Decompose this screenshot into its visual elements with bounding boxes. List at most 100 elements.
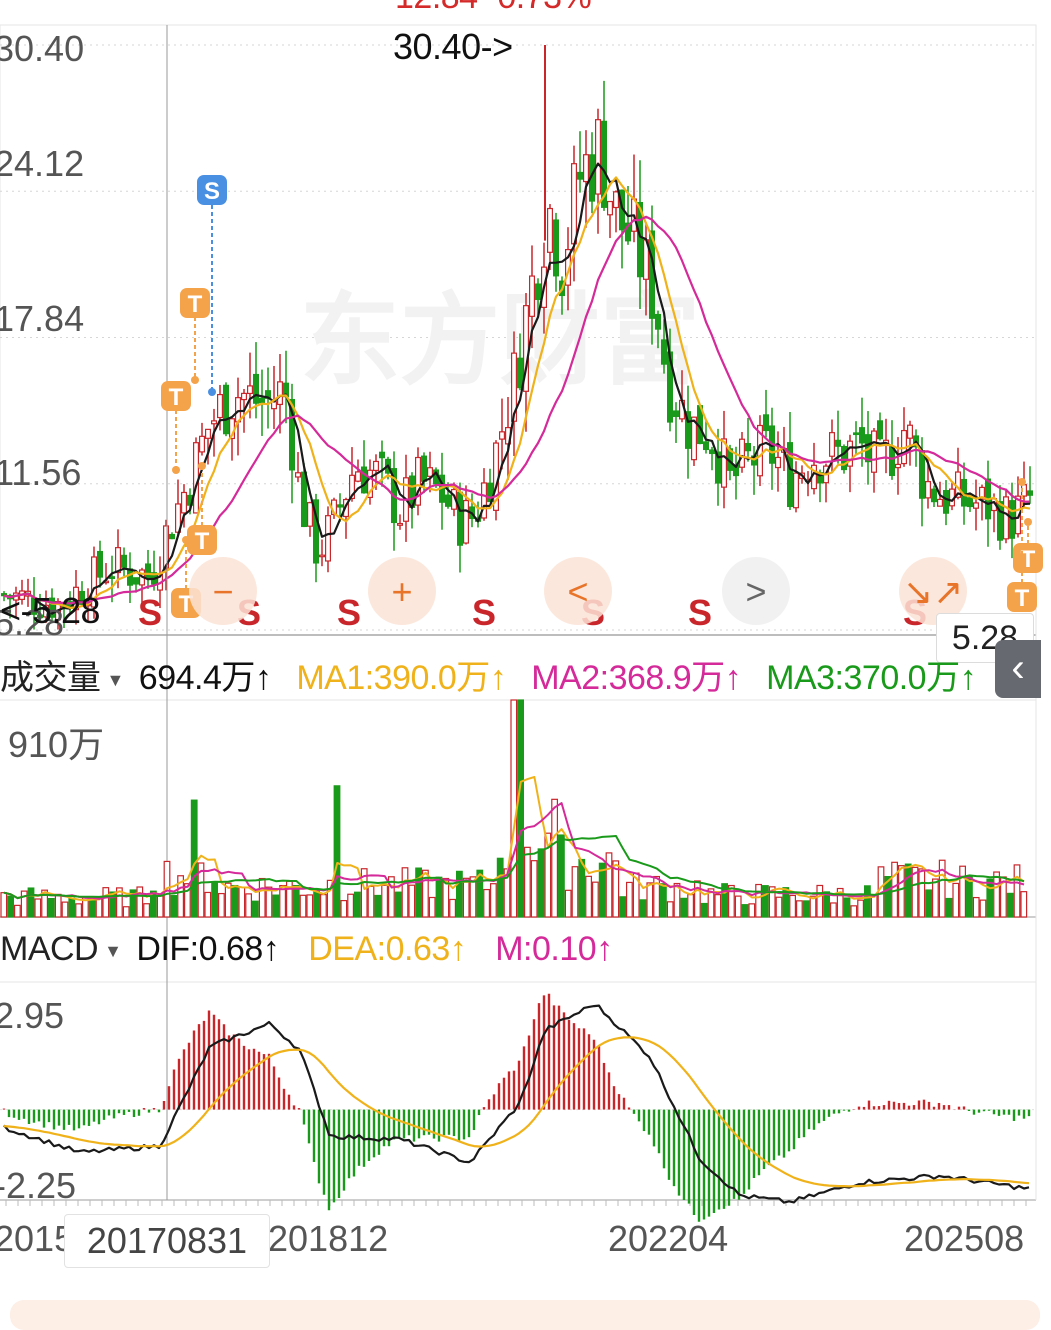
zoom-in-button[interactable]: + bbox=[368, 557, 436, 625]
scroll-left-button-bg bbox=[544, 557, 612, 625]
volume-bar-up bbox=[571, 866, 579, 918]
volume-bar-up bbox=[748, 903, 756, 918]
volume-bar-up bbox=[755, 883, 762, 918]
candle-down bbox=[918, 450, 925, 499]
volume-bar-down bbox=[211, 881, 219, 918]
volume-bar-up bbox=[795, 900, 803, 918]
candle-up bbox=[1002, 496, 1009, 540]
candle-down bbox=[684, 411, 691, 449]
volume-bar-up bbox=[218, 892, 225, 918]
candle-down bbox=[223, 384, 230, 435]
volume-bar-up bbox=[367, 885, 375, 918]
candle-down bbox=[516, 357, 523, 389]
volume-ma3: MA3:370.0万↑ bbox=[766, 659, 977, 697]
volume-ma1: MA1:390.0万↑ bbox=[296, 659, 507, 697]
macd-dif-line bbox=[3, 1004, 1030, 1204]
trade-signal-dot bbox=[198, 462, 206, 470]
trade-signal-badge: T bbox=[180, 288, 210, 318]
trade-signal-badge: T bbox=[1013, 543, 1043, 573]
candle-up bbox=[612, 191, 619, 209]
bottom-banner[interactable] bbox=[10, 1300, 1040, 1330]
candle-down bbox=[714, 451, 721, 484]
volume-bar-up bbox=[75, 903, 83, 918]
candle-up bbox=[181, 491, 188, 514]
candle-down bbox=[133, 577, 140, 585]
candle-up bbox=[936, 498, 943, 507]
candle-up bbox=[978, 486, 985, 500]
volume-bar-down bbox=[292, 884, 300, 918]
candle-up bbox=[846, 440, 853, 467]
candle-down bbox=[36, 614, 43, 619]
volume-bar-up bbox=[666, 901, 674, 918]
volume-bar-up bbox=[972, 896, 980, 918]
volume-bar-down bbox=[843, 897, 851, 918]
candle-down bbox=[379, 451, 386, 459]
candle-down bbox=[930, 488, 937, 503]
trade-signal-badge-bg bbox=[1013, 543, 1043, 573]
volume-bar-up bbox=[727, 884, 735, 918]
macd-dea-line bbox=[3, 1036, 1030, 1188]
volume-bar-up bbox=[789, 894, 796, 918]
fullscreen-button[interactable]: ↘↗ bbox=[899, 557, 967, 625]
volume-bar-up bbox=[1013, 864, 1021, 918]
zoom-out-button[interactable]: − bbox=[189, 557, 257, 625]
candle-down bbox=[48, 597, 55, 618]
candle-up bbox=[373, 460, 380, 472]
price-tick-4: 11.56 bbox=[0, 452, 82, 493]
volume-bar-down bbox=[231, 884, 239, 918]
candle-up bbox=[924, 481, 931, 499]
candle-down bbox=[445, 494, 452, 507]
volume-bar-up bbox=[993, 871, 1000, 918]
macd-dif: DIF:0.68↑ bbox=[136, 930, 280, 968]
candle-down bbox=[942, 490, 949, 514]
candle-up bbox=[349, 474, 356, 500]
scroll-right-button[interactable]: > bbox=[722, 557, 790, 625]
candle-up bbox=[367, 469, 374, 499]
volume-bar-up bbox=[428, 896, 436, 918]
volume-bar-down bbox=[639, 899, 647, 918]
volume-selector-label: 成交量 bbox=[0, 659, 101, 697]
collapse-panel-button[interactable]: ‹ bbox=[995, 640, 1041, 698]
macd-selector[interactable]: MACD ▼ bbox=[0, 930, 122, 969]
volume-bar-up bbox=[612, 860, 620, 918]
candle-up bbox=[211, 420, 218, 425]
zoom-out-button-bg bbox=[189, 557, 257, 625]
volume-bar-up bbox=[156, 895, 164, 918]
volume-bar-up bbox=[714, 894, 722, 918]
sell-marker-text: S bbox=[337, 592, 361, 633]
volume-bar-up bbox=[707, 888, 715, 918]
trade-signal-badge: T bbox=[187, 525, 217, 555]
trade-signal-badge-bg bbox=[187, 525, 217, 555]
candle-down bbox=[259, 397, 266, 404]
candle-down bbox=[762, 414, 769, 432]
scroll-left-button-icon: < bbox=[567, 571, 588, 612]
candle-up bbox=[606, 200, 613, 216]
volume-bar-down bbox=[517, 699, 524, 918]
candle-down bbox=[1, 593, 8, 597]
volume-bar-down bbox=[27, 887, 35, 918]
volume-bar-up bbox=[326, 879, 334, 918]
candle-down bbox=[457, 491, 464, 546]
volume-selector[interactable]: 成交量 ▼ bbox=[0, 650, 124, 699]
candle-up bbox=[594, 119, 601, 195]
candle-up bbox=[319, 554, 326, 558]
trade-signal-badge-bg bbox=[161, 381, 191, 411]
scroll-right-button-bg bbox=[722, 557, 790, 625]
scroll-left-button[interactable]: < bbox=[544, 557, 612, 625]
dropdown-caret-icon: ▼ bbox=[104, 940, 122, 961]
candle-up bbox=[193, 442, 200, 514]
x-tick-2: 201812 bbox=[268, 1218, 389, 1259]
candles-group bbox=[1, 80, 1033, 630]
scroll-right-button-icon: > bbox=[745, 571, 766, 612]
volume-bar-up bbox=[41, 889, 48, 918]
volume-bar-down bbox=[904, 863, 912, 918]
volume-bar-down bbox=[965, 875, 973, 918]
candle-up bbox=[271, 401, 278, 410]
volume-bar-up bbox=[388, 876, 395, 918]
volume-bar-down bbox=[680, 897, 688, 918]
candle-down bbox=[169, 533, 176, 540]
fullscreen-button-bg bbox=[899, 557, 967, 625]
candle-down bbox=[858, 427, 865, 444]
candle-up bbox=[235, 397, 242, 423]
